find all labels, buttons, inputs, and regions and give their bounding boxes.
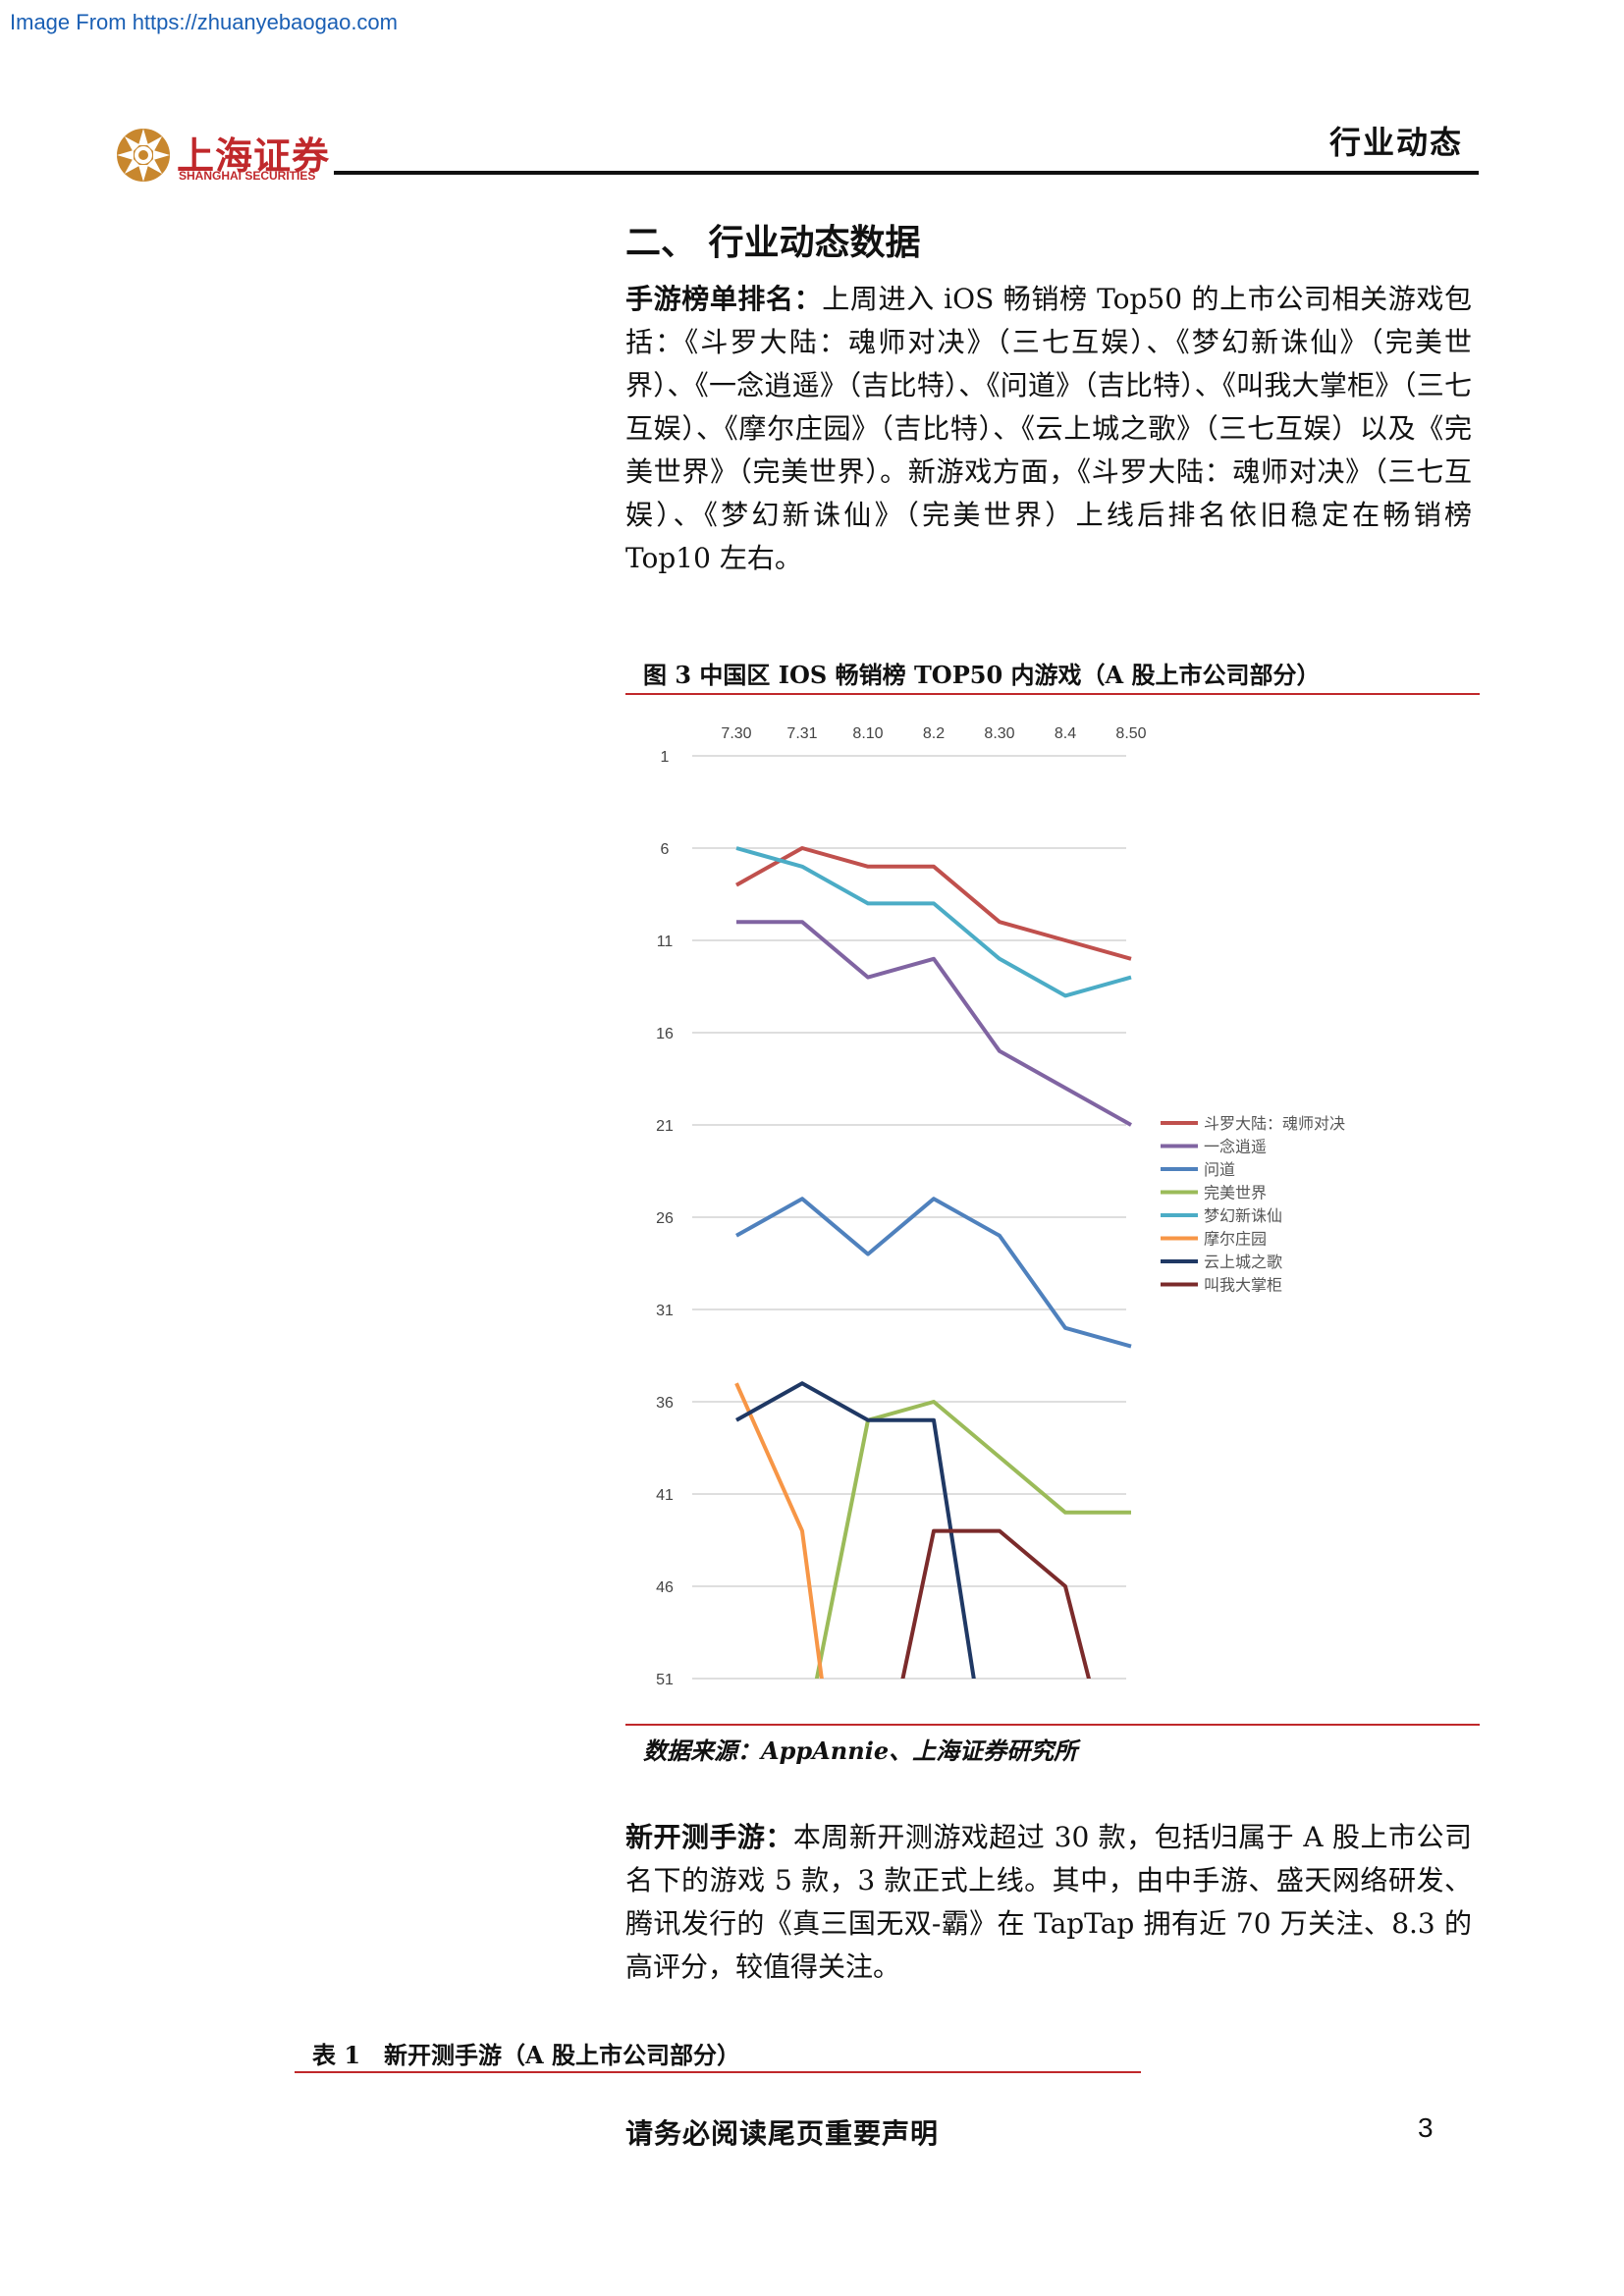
paragraph-text: 上周进入 iOS 畅销榜 Top50 的上市公司相关游戏包括：《斗罗大陆：魂师对… bbox=[625, 283, 1472, 574]
legend-label: 叫我大掌柜 bbox=[1204, 1276, 1282, 1295]
x-tick-label: 8.2 bbox=[923, 725, 945, 742]
x-tick-label: 8.30 bbox=[984, 725, 1014, 742]
legend-label: 云上城之歌 bbox=[1204, 1253, 1282, 1271]
paragraph-new-test-games: 新开测手游：本周新开测游戏超过 30 款，包括归属于 A 股上市公司名下的游戏 … bbox=[625, 1816, 1472, 1989]
series-line bbox=[736, 920, 1132, 1127]
y-tick-label: 16 bbox=[656, 1026, 674, 1042]
figure-caption: 图 3 中国区 IOS 畅销榜 TOP50 内游戏（A 股上市公司部分） bbox=[643, 661, 1321, 689]
series-line bbox=[735, 1197, 1132, 1349]
series-line bbox=[735, 846, 1132, 998]
logo-chinese-name: 上海证券 bbox=[177, 134, 331, 178]
y-tick-label: 46 bbox=[656, 1579, 674, 1596]
footer-disclaimer: 请务必阅读尾页重要声明 bbox=[625, 2117, 940, 2150]
y-tick-label: 11 bbox=[657, 934, 674, 950]
legend-label: 梦幻新诛仙 bbox=[1204, 1206, 1282, 1225]
company-logo-icon bbox=[117, 129, 170, 182]
series-line bbox=[734, 1382, 824, 1679]
y-tick-label: 1 bbox=[661, 749, 670, 766]
series-line bbox=[735, 846, 1132, 961]
x-tick-label: 8.10 bbox=[852, 725, 883, 742]
legend-label: 完美世界 bbox=[1204, 1184, 1267, 1202]
series-line bbox=[735, 1381, 976, 1679]
report-category: 行业动态 bbox=[1328, 124, 1463, 161]
paragraph-lead: 新开测手游： bbox=[625, 1821, 793, 1853]
watermark-link[interactable]: Image From https://zhuanyebaogao.com bbox=[10, 10, 398, 34]
legend-label: 摩尔庄园 bbox=[1204, 1230, 1267, 1249]
legend-label: 斗罗大陆：魂师对决 bbox=[1204, 1114, 1345, 1133]
header-divider bbox=[334, 171, 1479, 175]
figure-bottom-rule bbox=[625, 1724, 1480, 1726]
paragraph-mobile-game-ranking: 手游榜单排名：上周进入 iOS 畅销榜 Top50 的上市公司相关游戏包括：《斗… bbox=[625, 278, 1472, 580]
legend-label: 一念逍遥 bbox=[1204, 1138, 1267, 1156]
logo-english-name: SHANGHAI SECURITIES bbox=[179, 169, 316, 183]
y-tick-label: 21 bbox=[656, 1118, 674, 1135]
legend-label: 问道 bbox=[1204, 1160, 1235, 1179]
table-top-rule bbox=[295, 2071, 1141, 2073]
section-title: 二、 行业动态数据 bbox=[625, 223, 921, 263]
paragraph-text: 本周新开测游戏超过 30 款，包括归属于 A 股上市公司名下的游戏 5 款，3 … bbox=[625, 1821, 1472, 1983]
x-tick-label: 8.4 bbox=[1055, 725, 1076, 742]
series-line bbox=[900, 1528, 1091, 1679]
y-tick-label: 36 bbox=[656, 1395, 674, 1412]
y-tick-label: 31 bbox=[656, 1303, 674, 1319]
paragraph-lead: 手游榜单排名： bbox=[625, 283, 823, 315]
x-tick-label: 8.50 bbox=[1115, 725, 1146, 742]
y-tick-label: 26 bbox=[656, 1210, 674, 1227]
table-caption: 表 1 新开测手游（A 股上市公司部分） bbox=[312, 2041, 741, 2069]
x-tick-label: 7.31 bbox=[786, 725, 817, 742]
y-tick-label: 51 bbox=[656, 1672, 674, 1688]
data-source: 数据来源：AppAnnie、上海证券研究所 bbox=[643, 1736, 1078, 1765]
y-tick-label: 41 bbox=[656, 1487, 674, 1504]
y-tick-label: 6 bbox=[661, 841, 670, 858]
x-tick-label: 7.30 bbox=[721, 725, 751, 742]
series-line bbox=[814, 1400, 1131, 1679]
page-number: 3 bbox=[1418, 2112, 1434, 2143]
figure-top-rule bbox=[625, 693, 1480, 695]
